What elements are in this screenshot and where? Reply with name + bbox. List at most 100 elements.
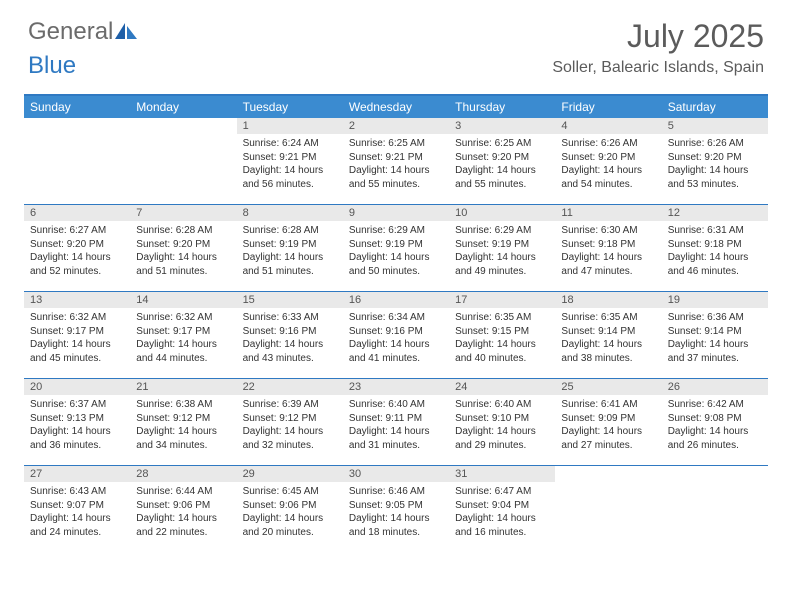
sunrise-text: Sunrise: 6:25 AM <box>455 137 549 151</box>
day-details: Sunrise: 6:25 AMSunset: 9:20 PMDaylight:… <box>449 134 555 195</box>
daylight-text-1: Daylight: 14 hours <box>136 425 230 439</box>
calendar-day: 29Sunrise: 6:45 AMSunset: 9:06 PMDayligh… <box>237 466 343 552</box>
title-block: July 2025 Soller, Balearic Islands, Spai… <box>552 18 764 77</box>
day-number: 20 <box>24 379 130 395</box>
day-details: Sunrise: 6:41 AMSunset: 9:09 PMDaylight:… <box>555 395 661 456</box>
daylight-text-1: Daylight: 14 hours <box>561 164 655 178</box>
sunset-text: Sunset: 9:05 PM <box>349 499 443 513</box>
sunset-text: Sunset: 9:20 PM <box>136 238 230 252</box>
calendar-day: 26Sunrise: 6:42 AMSunset: 9:08 PMDayligh… <box>662 379 768 465</box>
sail-icon <box>115 23 137 44</box>
day-details: Sunrise: 6:45 AMSunset: 9:06 PMDaylight:… <box>237 482 343 543</box>
calendar-day: 5Sunrise: 6:26 AMSunset: 9:20 PMDaylight… <box>662 118 768 204</box>
daylight-text-1: Daylight: 14 hours <box>136 251 230 265</box>
day-details: Sunrise: 6:37 AMSunset: 9:13 PMDaylight:… <box>24 395 130 456</box>
daylight-text-1: Daylight: 14 hours <box>243 425 337 439</box>
daylight-text-1: Daylight: 14 hours <box>455 164 549 178</box>
calendar-day: 6Sunrise: 6:27 AMSunset: 9:20 PMDaylight… <box>24 205 130 291</box>
daylight-text-2: and 31 minutes. <box>349 439 443 453</box>
brand-logo: General Blue <box>28 18 137 80</box>
calendar-day: 11Sunrise: 6:30 AMSunset: 9:18 PMDayligh… <box>555 205 661 291</box>
day-details: Sunrise: 6:35 AMSunset: 9:14 PMDaylight:… <box>555 308 661 369</box>
daylight-text-2: and 51 minutes. <box>136 265 230 279</box>
sunset-text: Sunset: 9:19 PM <box>349 238 443 252</box>
day-details: Sunrise: 6:27 AMSunset: 9:20 PMDaylight:… <box>24 221 130 282</box>
calendar-week: 13Sunrise: 6:32 AMSunset: 9:17 PMDayligh… <box>24 291 768 378</box>
calendar-day: 20Sunrise: 6:37 AMSunset: 9:13 PMDayligh… <box>24 379 130 465</box>
daylight-text-1: Daylight: 14 hours <box>243 512 337 526</box>
brand-text-blue: Blue <box>28 52 76 79</box>
daylight-text-2: and 37 minutes. <box>668 352 762 366</box>
sunset-text: Sunset: 9:14 PM <box>668 325 762 339</box>
sunset-text: Sunset: 9:20 PM <box>455 151 549 165</box>
day-details: Sunrise: 6:32 AMSunset: 9:17 PMDaylight:… <box>24 308 130 369</box>
daylight-text-2: and 54 minutes. <box>561 178 655 192</box>
day-details: Sunrise: 6:26 AMSunset: 9:20 PMDaylight:… <box>662 134 768 195</box>
day-number: 15 <box>237 292 343 308</box>
day-details: Sunrise: 6:30 AMSunset: 9:18 PMDaylight:… <box>555 221 661 282</box>
daylight-text-2: and 49 minutes. <box>455 265 549 279</box>
day-number: 30 <box>343 466 449 482</box>
calendar-day <box>24 118 130 204</box>
sunrise-text: Sunrise: 6:33 AM <box>243 311 337 325</box>
day-number: 16 <box>343 292 449 308</box>
daylight-text-2: and 24 minutes. <box>30 526 124 540</box>
daylight-text-2: and 32 minutes. <box>243 439 337 453</box>
day-number: 28 <box>130 466 236 482</box>
sunrise-text: Sunrise: 6:41 AM <box>561 398 655 412</box>
day-details: Sunrise: 6:32 AMSunset: 9:17 PMDaylight:… <box>130 308 236 369</box>
sunrise-text: Sunrise: 6:32 AM <box>136 311 230 325</box>
daylight-text-1: Daylight: 14 hours <box>30 425 124 439</box>
sunrise-text: Sunrise: 6:44 AM <box>136 485 230 499</box>
daylight-text-1: Daylight: 14 hours <box>668 251 762 265</box>
calendar-day: 13Sunrise: 6:32 AMSunset: 9:17 PMDayligh… <box>24 292 130 378</box>
calendar-day: 28Sunrise: 6:44 AMSunset: 9:06 PMDayligh… <box>130 466 236 552</box>
sunset-text: Sunset: 9:06 PM <box>243 499 337 513</box>
daylight-text-2: and 38 minutes. <box>561 352 655 366</box>
sunrise-text: Sunrise: 6:29 AM <box>349 224 443 238</box>
daylight-text-1: Daylight: 14 hours <box>455 251 549 265</box>
sunrise-text: Sunrise: 6:45 AM <box>243 485 337 499</box>
day-number: 25 <box>555 379 661 395</box>
sunrise-text: Sunrise: 6:40 AM <box>349 398 443 412</box>
daylight-text-1: Daylight: 14 hours <box>349 251 443 265</box>
daylight-text-1: Daylight: 14 hours <box>668 164 762 178</box>
day-details: Sunrise: 6:25 AMSunset: 9:21 PMDaylight:… <box>343 134 449 195</box>
page-title: July 2025 <box>552 18 764 55</box>
day-details: Sunrise: 6:36 AMSunset: 9:14 PMDaylight:… <box>662 308 768 369</box>
day-header-cell: Sunday <box>24 96 130 118</box>
daylight-text-1: Daylight: 14 hours <box>668 425 762 439</box>
sunrise-text: Sunrise: 6:28 AM <box>243 224 337 238</box>
calendar-day: 12Sunrise: 6:31 AMSunset: 9:18 PMDayligh… <box>662 205 768 291</box>
day-number: 3 <box>449 118 555 134</box>
day-number: 13 <box>24 292 130 308</box>
daylight-text-1: Daylight: 14 hours <box>561 425 655 439</box>
day-details: Sunrise: 6:29 AMSunset: 9:19 PMDaylight:… <box>343 221 449 282</box>
calendar-day: 19Sunrise: 6:36 AMSunset: 9:14 PMDayligh… <box>662 292 768 378</box>
sunset-text: Sunset: 9:12 PM <box>136 412 230 426</box>
sunset-text: Sunset: 9:12 PM <box>243 412 337 426</box>
day-number: 24 <box>449 379 555 395</box>
day-details: Sunrise: 6:29 AMSunset: 9:19 PMDaylight:… <box>449 221 555 282</box>
daylight-text-2: and 45 minutes. <box>30 352 124 366</box>
calendar-day: 22Sunrise: 6:39 AMSunset: 9:12 PMDayligh… <box>237 379 343 465</box>
calendar-day: 17Sunrise: 6:35 AMSunset: 9:15 PMDayligh… <box>449 292 555 378</box>
sunrise-text: Sunrise: 6:42 AM <box>668 398 762 412</box>
day-details: Sunrise: 6:42 AMSunset: 9:08 PMDaylight:… <box>662 395 768 456</box>
daylight-text-1: Daylight: 14 hours <box>243 164 337 178</box>
calendar-day: 16Sunrise: 6:34 AMSunset: 9:16 PMDayligh… <box>343 292 449 378</box>
sunset-text: Sunset: 9:21 PM <box>349 151 443 165</box>
daylight-text-1: Daylight: 14 hours <box>455 338 549 352</box>
day-number: 6 <box>24 205 130 221</box>
day-number: 21 <box>130 379 236 395</box>
calendar-day: 3Sunrise: 6:25 AMSunset: 9:20 PMDaylight… <box>449 118 555 204</box>
daylight-text-2: and 40 minutes. <box>455 352 549 366</box>
day-details: Sunrise: 6:46 AMSunset: 9:05 PMDaylight:… <box>343 482 449 543</box>
sunrise-text: Sunrise: 6:26 AM <box>668 137 762 151</box>
day-details: Sunrise: 6:35 AMSunset: 9:15 PMDaylight:… <box>449 308 555 369</box>
calendar-day: 10Sunrise: 6:29 AMSunset: 9:19 PMDayligh… <box>449 205 555 291</box>
day-number: 11 <box>555 205 661 221</box>
sunset-text: Sunset: 9:09 PM <box>561 412 655 426</box>
sunset-text: Sunset: 9:15 PM <box>455 325 549 339</box>
daylight-text-2: and 16 minutes. <box>455 526 549 540</box>
